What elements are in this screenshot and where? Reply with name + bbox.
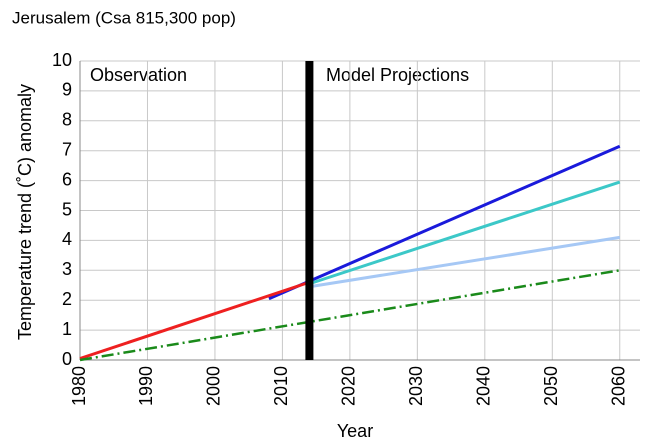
- x-tick-label: 2060: [609, 366, 629, 406]
- y-tick-label: 7: [62, 139, 72, 159]
- line-series: [308, 180, 621, 286]
- x-tick-label: 2040: [474, 366, 494, 406]
- x-tick-label: 1980: [69, 366, 89, 406]
- y-tick-label: 10: [52, 50, 72, 70]
- y-tick-label: 5: [62, 199, 72, 219]
- x-tick-label: 2010: [271, 366, 291, 406]
- line-series: [268, 144, 621, 301]
- x-tick-label: 2050: [541, 366, 561, 406]
- y-tick-label: 8: [62, 110, 72, 130]
- line-series: [79, 269, 620, 362]
- x-axis-label: Year: [337, 421, 373, 441]
- y-tick-label: 9: [62, 80, 72, 100]
- annotation: Model Projections: [326, 65, 469, 85]
- y-tick-label: 1: [62, 319, 72, 339]
- chart-title: Jerusalem (Csa 815,300 pop): [12, 8, 236, 27]
- x-tick-label: 2030: [406, 366, 426, 406]
- divider: [305, 61, 314, 360]
- x-tick-label: 2020: [339, 366, 359, 406]
- line-series: [79, 280, 310, 360]
- x-tick-label: 1990: [136, 366, 156, 406]
- annotation: Observation: [90, 65, 187, 85]
- y-axis-label: Temperature trend (˚C) anomaly: [15, 84, 35, 340]
- y-tick-label: 3: [62, 259, 72, 279]
- y-tick-label: 2: [62, 289, 72, 309]
- x-tick-label: 2000: [204, 366, 224, 406]
- line-series: [309, 235, 620, 289]
- y-tick-label: 4: [62, 229, 72, 249]
- y-tick-label: 6: [62, 169, 72, 189]
- y-tick-label: 0: [62, 349, 72, 369]
